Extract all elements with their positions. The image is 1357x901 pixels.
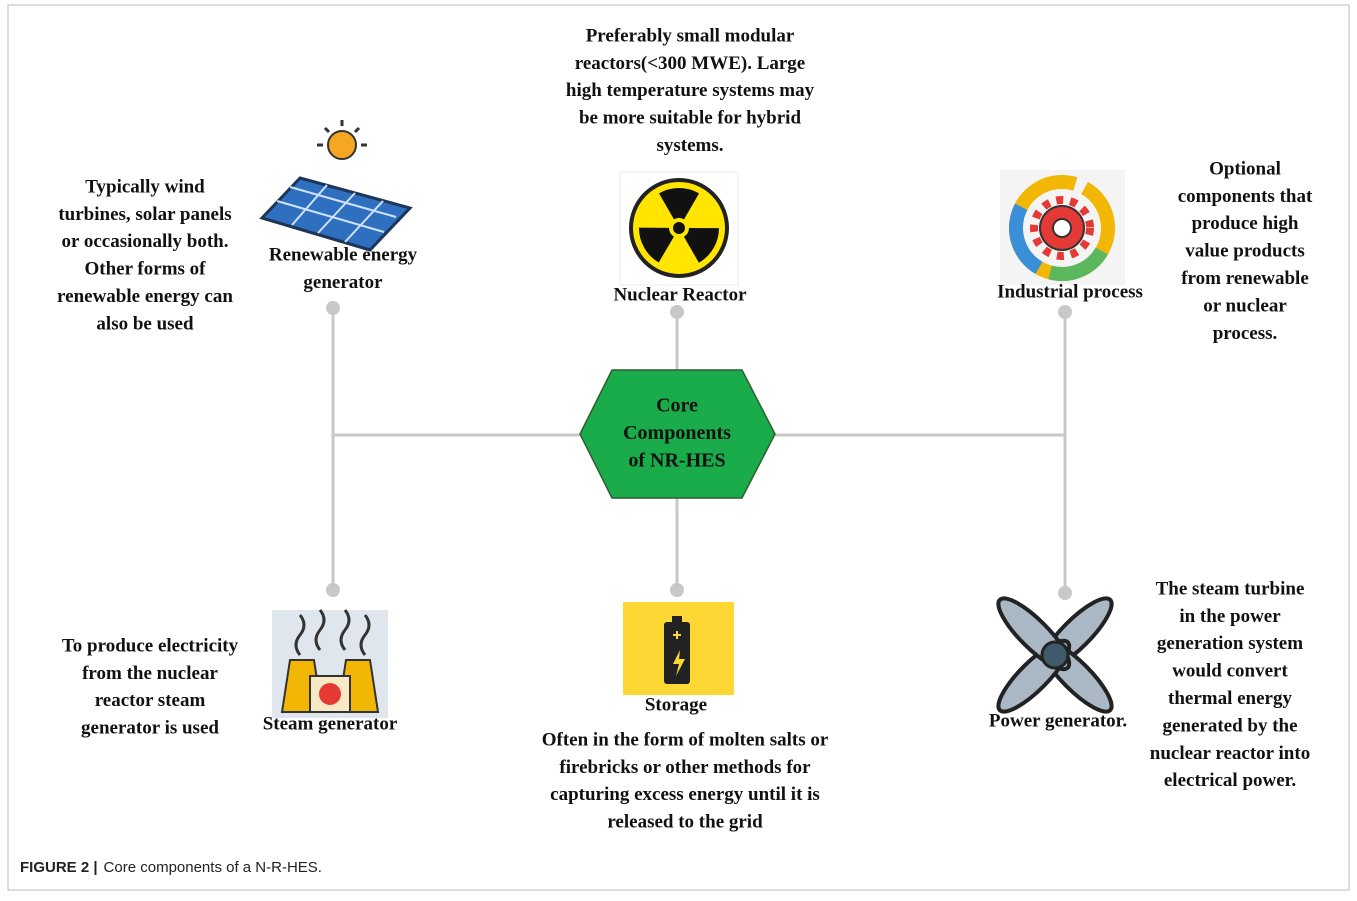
component-description: reactor steam — [95, 690, 206, 711]
component-description: Optional — [1209, 158, 1281, 179]
component-description: high temperature systems may — [566, 80, 815, 101]
component-description: from the nuclear — [82, 663, 218, 684]
power-icon — [990, 590, 1120, 720]
component-description: components that — [1178, 186, 1313, 207]
component-description: value products — [1185, 241, 1304, 262]
component-description: firebricks or other methods for — [559, 757, 811, 778]
center-label: Components — [623, 422, 731, 444]
component-description: nuclear reactor into — [1150, 743, 1310, 764]
component-description: or nuclear — [1203, 295, 1287, 316]
caption-text: Core components of a N-R-HES. — [104, 859, 322, 876]
component-label: Storage — [645, 694, 707, 715]
component-description: in the power — [1179, 606, 1281, 627]
component-label: Nuclear Reactor — [613, 284, 747, 305]
steam-icon — [272, 610, 388, 718]
component-label: Power generator. — [989, 710, 1127, 731]
caption: FIGURE 2 | Core components of a N-R-HES. — [20, 859, 322, 876]
component-label: Steam generator — [263, 713, 398, 734]
solar-icon — [262, 120, 410, 250]
industrial-icon — [999, 165, 1125, 291]
component-description: electrical power. — [1164, 770, 1296, 791]
center-label: Core — [656, 395, 698, 417]
component-description: be more suitable for hybrid — [579, 108, 801, 129]
component-description: would convert — [1172, 661, 1288, 682]
component-description: Other forms of — [84, 259, 206, 280]
figure: FIGURE 2 |Core components of a N-R-HES. … — [0, 0, 1357, 901]
component-description: generation system — [1157, 633, 1303, 654]
center-label: of NR-HES — [628, 449, 725, 471]
component-description: also be used — [96, 313, 194, 334]
component-label: Renewable energy — [269, 244, 418, 265]
component-label: generator — [303, 272, 383, 293]
component-description: generated by the — [1162, 715, 1297, 736]
component-description: or occasionally both. — [62, 231, 229, 252]
component-description: from renewable — [1181, 268, 1309, 289]
caption-label: FIGURE 2 | — [20, 859, 98, 876]
component-description: generator is used — [81, 718, 219, 739]
storage-icon — [623, 602, 734, 695]
component-description: The steam turbine — [1156, 578, 1305, 599]
component-description: Preferably small modular — [586, 25, 795, 46]
component-description: turbines, solar panels — [58, 204, 231, 225]
component-description: thermal energy — [1168, 688, 1292, 709]
component-label: Industrial process — [997, 281, 1143, 302]
component-description: reactors(<300 MWE). Large — [575, 53, 806, 74]
component-description: produce high — [1192, 213, 1299, 234]
component-description: Often in the form of molten salts or — [542, 729, 829, 750]
component-description: systems. — [656, 135, 723, 156]
component-description: process. — [1213, 323, 1278, 344]
nuclear-icon — [620, 172, 738, 285]
component-description: renewable energy can — [57, 286, 233, 307]
component-description: To produce electricity — [62, 635, 239, 656]
component-description: capturing excess energy until it is — [550, 784, 820, 805]
component-description: released to the grid — [607, 812, 763, 833]
component-description: Typically wind — [85, 176, 205, 197]
